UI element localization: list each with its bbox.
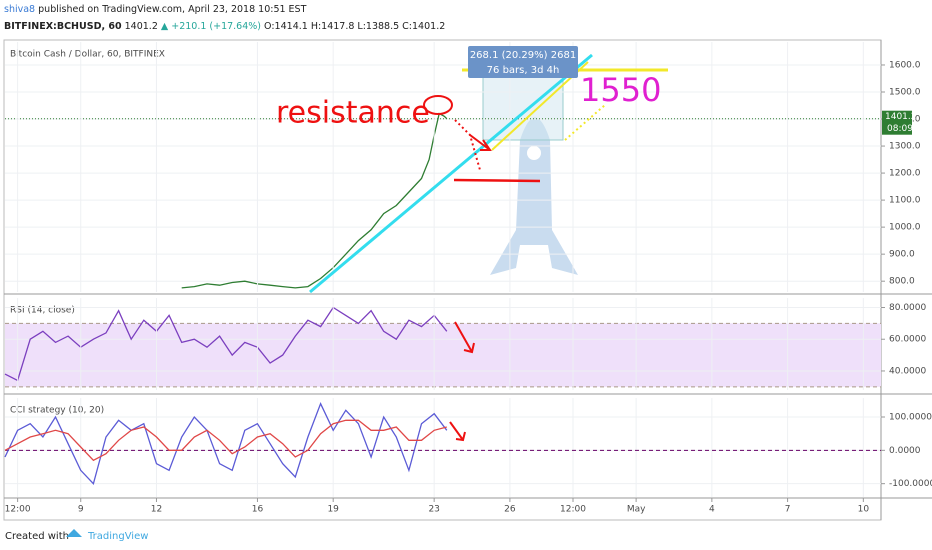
last: 1401.2 [125, 21, 158, 32]
y-tick-label: 0.0000 [889, 446, 921, 456]
footer-brand[interactable]: TradingView [87, 531, 148, 542]
y-tick-label: 800.0 [889, 277, 915, 287]
symbol-line: BITFINEX:BCHUSD, 60 1401.2 ▲ +210.1 (+17… [4, 21, 445, 32]
measure-label: 268.1 (20.29%) 2681 [470, 50, 576, 61]
x-tick-label: 19 [327, 505, 339, 515]
y-tick-label: 1600.0 [889, 60, 921, 70]
series-line [4, 306, 448, 382]
x-tick-label: 16 [252, 505, 264, 515]
pane-title: Bitcoin Cash / Dollar, 60, BITFINEX [10, 50, 165, 60]
y-tick-label: 40.0000 [889, 366, 926, 376]
ohlc: O:1414.1 H:1417.8 L:1388.5 C:1401.2 [264, 21, 445, 32]
y-tick-label: 1300.0 [889, 142, 921, 152]
x-tick-label: 4 [709, 505, 715, 515]
rocket-window [527, 146, 541, 160]
last-price-label: 1401.2 [885, 112, 917, 122]
yellow-dotted [564, 104, 606, 141]
footer-created: Created with [5, 531, 69, 542]
rsi-arrow [454, 321, 475, 354]
published: published on TradingView.com, April 23, … [38, 4, 306, 15]
measure-bars: 76 bars, 3d 4h [487, 65, 560, 76]
support-line [453, 178, 541, 183]
rocket [490, 117, 578, 275]
x-tick-label: 12:00 [5, 505, 31, 515]
last-price-box [882, 110, 912, 135]
logo [66, 529, 82, 537]
y-tick-label: 60.0000 [889, 335, 926, 345]
y-tick-label: 1000.0 [889, 223, 921, 233]
symbol: BITFINEX:BCHUSD, 60 [4, 21, 122, 32]
x-tick-label: 26 [504, 505, 516, 515]
plot: Bitcoin Cash / Dollar, 60, BITFINEX 800.0… [4, 42, 932, 515]
y-tick-label: 1500.0 [889, 88, 921, 98]
drawings: 268.1 (20.29%) 2681 76 bars, 3d 4h resis… [276, 46, 668, 442]
author: shiva8 [4, 4, 35, 15]
x-tick-label: 9 [78, 505, 84, 515]
x-tick-label: 10 [858, 505, 870, 515]
x-tick-label: 23 [428, 505, 439, 515]
band-fill [5, 323, 881, 387]
y-tick-label: 1200.0 [889, 169, 921, 179]
header-line: shiva8 published on TradingView.com, Apr… [4, 4, 307, 15]
resistance-label: resistance [276, 96, 430, 131]
y-tick-label: 900.0 [889, 250, 915, 260]
x-tick-label: 7 [785, 505, 791, 515]
arrow [469, 134, 492, 151]
x-tick-label: 12:00 [560, 505, 586, 515]
countdown: 08:09 [887, 124, 913, 134]
resistance-circle [423, 95, 453, 115]
x-tick-label: 12 [151, 505, 162, 515]
series-line [4, 402, 448, 485]
trend-line [309, 53, 593, 294]
pane-title: RSI (14, close) [10, 306, 75, 316]
target-label: 1550 [580, 71, 661, 109]
cci-arrow [449, 421, 466, 442]
y-tick-label: 100.0000 [889, 413, 932, 423]
y-tick-label: 80.0000 [889, 303, 926, 313]
pane-title: CCI strategy (10, 20) [10, 406, 104, 416]
change: ▲ +210.1 (+17.64%) [161, 21, 261, 32]
x-tick-label: May [627, 505, 646, 515]
measure-label-box [468, 46, 578, 78]
y-tick-label: 1100.0 [889, 196, 921, 206]
series-line [4, 419, 447, 462]
y-tick-label: -100.0000 [889, 479, 932, 489]
